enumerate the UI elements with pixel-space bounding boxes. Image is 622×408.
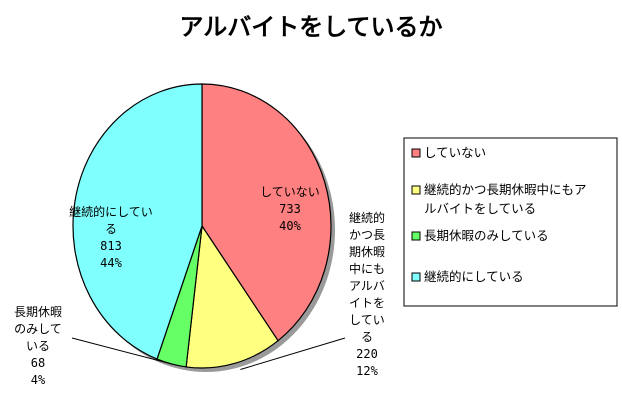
legend-label-1: 継続的かつ長期休暇中にもアルバイトをしている <box>424 182 587 216</box>
slice-label-3: 継続的にしている 813 44% <box>69 204 153 270</box>
legend-swatch-3 <box>411 272 421 282</box>
legend-swatch-2 <box>411 231 421 241</box>
legend-label-2: 長期休暇のみしている <box>424 228 549 243</box>
legend-swatch-1 <box>411 185 421 195</box>
legend-label-3: 継続的にしている <box>424 269 524 284</box>
legend: していない継続的かつ長期休暇中にもアルバイトをしている長期休暇のみしている継続的… <box>403 137 618 307</box>
legend-box <box>403 137 618 307</box>
slice-label-1: 継続的かつ長期休暇中にもアルバイトをしている 220 12% <box>349 210 385 378</box>
pie-slices <box>72 83 335 372</box>
leader-line-1 <box>240 337 346 370</box>
legend-label-0: していない <box>424 145 486 160</box>
legend-swatch-0 <box>411 148 421 158</box>
slice-label-2: 長期休暇のみしている 68 4% <box>14 305 62 387</box>
slice-label-0: していない 733 40% <box>260 185 320 233</box>
slice-labels: していない 733 40% 継続的かつ長期休暇中にもアルバイトをしている 220 12% 長… <box>14 185 385 387</box>
pie-slice-0 <box>201 83 332 342</box>
leader-lines <box>71 337 346 370</box>
leader-line-2 <box>71 337 172 365</box>
pie-slice-3 <box>72 83 203 360</box>
chart-title: アルバイトをしているか <box>179 13 442 41</box>
pie-slice-1 <box>185 224 279 369</box>
